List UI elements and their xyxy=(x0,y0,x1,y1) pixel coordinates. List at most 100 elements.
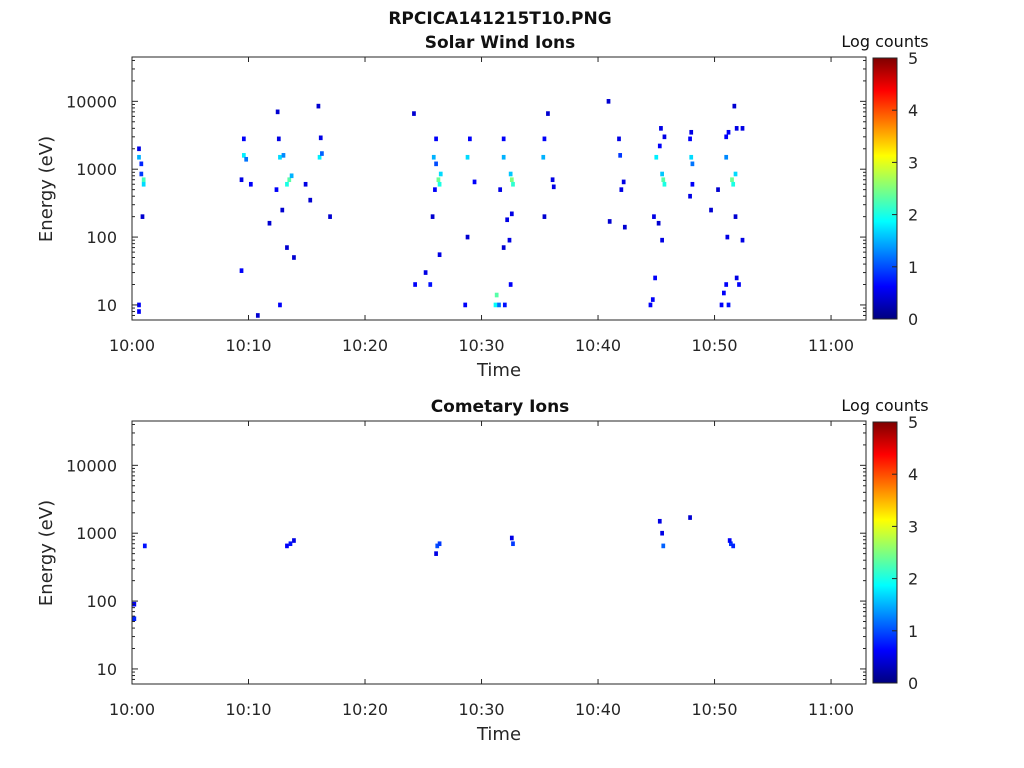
solar-wind-cell xyxy=(688,193,692,199)
cometary-cell xyxy=(292,538,296,543)
solar-wind-cell xyxy=(437,181,442,187)
cometary-colorbar-tick-label: 4 xyxy=(908,465,918,484)
solar-wind-cell xyxy=(690,161,695,167)
solar-wind-cell xyxy=(139,161,144,167)
solar-wind-cell xyxy=(430,214,435,219)
solar-wind-cell xyxy=(542,214,547,219)
solar-wind-cell xyxy=(621,179,626,185)
solar-wind-cell xyxy=(501,245,506,250)
cometary-x-tick-label: 10:10 xyxy=(225,700,271,719)
cometary-cell xyxy=(727,538,732,543)
solar-wind-cell xyxy=(267,220,272,226)
solar-wind-cell xyxy=(733,214,738,219)
solar-wind-cell xyxy=(137,309,141,314)
solar-wind-cell xyxy=(509,177,514,183)
solar-wind-cell xyxy=(438,171,443,177)
solar-wind-cell xyxy=(662,181,667,187)
solar-wind-cell xyxy=(737,282,741,287)
solar-wind-cell xyxy=(248,181,253,187)
cometary-cell xyxy=(657,518,662,524)
solar-wind-cell xyxy=(498,187,503,192)
solar-wind-cell xyxy=(285,245,289,250)
solar-wind-cell xyxy=(654,154,659,160)
solar-wind-cell xyxy=(139,171,144,177)
solar-wind-x-tick-label: 10:10 xyxy=(225,336,271,355)
solar-wind-title: Solar Wind Ions xyxy=(425,33,576,53)
solar-wind-cell xyxy=(709,207,713,213)
solar-wind-cell xyxy=(650,297,655,302)
solar-wind-y-tick-label: 1000 xyxy=(76,160,117,179)
solar-wind-cell xyxy=(141,177,146,183)
solar-wind-cell xyxy=(541,154,546,160)
solar-wind-cell xyxy=(551,184,556,190)
solar-wind-cell xyxy=(734,275,739,281)
cometary-cell xyxy=(511,541,515,547)
solar-wind-cell xyxy=(423,270,428,275)
solar-wind-x-tick-label: 10:00 xyxy=(109,336,155,355)
cometary-x-tick-label: 10:30 xyxy=(458,700,504,719)
solar-wind-cell xyxy=(617,136,621,142)
solar-wind-cell xyxy=(722,290,726,296)
solar-wind-cell xyxy=(285,181,289,187)
solar-wind-cell xyxy=(434,136,438,142)
cometary-y-label: Energy (eV) xyxy=(36,500,57,606)
solar-wind-cell xyxy=(328,214,332,219)
solar-wind-x-tick-label: 10:20 xyxy=(342,336,388,355)
solar-wind-cell xyxy=(661,177,666,183)
cometary-cell xyxy=(731,543,736,549)
solar-wind-colorbar-tick-label: 5 xyxy=(908,49,918,68)
solar-wind-cell xyxy=(618,153,623,158)
solar-wind-panel: Solar Wind Ions 10:00 10:10 10:20 10:30 10:4… xyxy=(36,32,929,381)
cometary-cell xyxy=(688,515,692,520)
solar-wind-colorbar-label: Log counts xyxy=(841,32,928,51)
solar-wind-cell xyxy=(659,126,663,131)
solar-wind-cell xyxy=(497,302,501,308)
cometary-x-tick-label: 10:00 xyxy=(109,700,155,719)
solar-wind-cell xyxy=(275,109,280,115)
solar-wind-cell xyxy=(465,154,470,160)
cometary-y-tick-label: 10000 xyxy=(66,456,117,475)
solar-wind-cell xyxy=(726,302,731,308)
solar-wind-cell xyxy=(719,302,724,308)
solar-wind-cell xyxy=(276,136,281,142)
cometary-colorbar-label: Log counts xyxy=(841,396,928,415)
solar-wind-cell xyxy=(137,146,141,152)
solar-wind-cell xyxy=(287,177,292,183)
cometary-cell xyxy=(728,541,733,547)
solar-wind-cell xyxy=(689,129,694,135)
solar-wind-cell xyxy=(141,181,146,187)
cometary-y-tick-label: 1000 xyxy=(76,524,117,543)
solar-wind-cell xyxy=(436,177,441,183)
solar-wind-cell xyxy=(689,154,694,160)
cometary-cell xyxy=(142,543,147,549)
solar-wind-cell xyxy=(137,302,141,308)
cometary-colorbar-tick-label: 5 xyxy=(908,413,918,432)
solar-wind-cell xyxy=(412,111,416,116)
cometary-cell xyxy=(435,543,440,549)
solar-wind-cell xyxy=(509,211,514,217)
solar-wind-cell xyxy=(656,220,661,226)
solar-wind-cell xyxy=(507,237,512,243)
cometary-cell xyxy=(437,541,442,547)
solar-wind-y-label: Energy (eV) xyxy=(36,136,57,242)
cometary-colorbar-tick-label: 3 xyxy=(908,517,918,536)
solar-wind-cell xyxy=(289,173,294,179)
solar-wind-cell xyxy=(734,126,739,131)
solar-wind-y-ticks: 10 100 1000 10000 xyxy=(66,59,866,321)
solar-wind-plot-frame xyxy=(131,56,867,321)
solar-wind-cell xyxy=(622,224,627,230)
cometary-cell xyxy=(132,616,137,622)
solar-wind-cells xyxy=(137,99,745,318)
solar-wind-cell xyxy=(725,234,730,240)
solar-wind-cell xyxy=(428,282,433,287)
solar-wind-cell xyxy=(239,177,244,183)
cometary-colorbar-ticks: 0 1 2 3 4 5 xyxy=(892,413,918,693)
solar-wind-cell xyxy=(508,282,513,287)
cometary-y-tick-label: 100 xyxy=(86,592,117,611)
solar-wind-cell xyxy=(463,302,468,308)
solar-wind-y-tick-label: 10 xyxy=(97,296,117,315)
solar-wind-cell xyxy=(493,302,498,308)
solar-wind-cell xyxy=(437,252,442,258)
solar-wind-y-tick-label: 10000 xyxy=(66,92,117,111)
